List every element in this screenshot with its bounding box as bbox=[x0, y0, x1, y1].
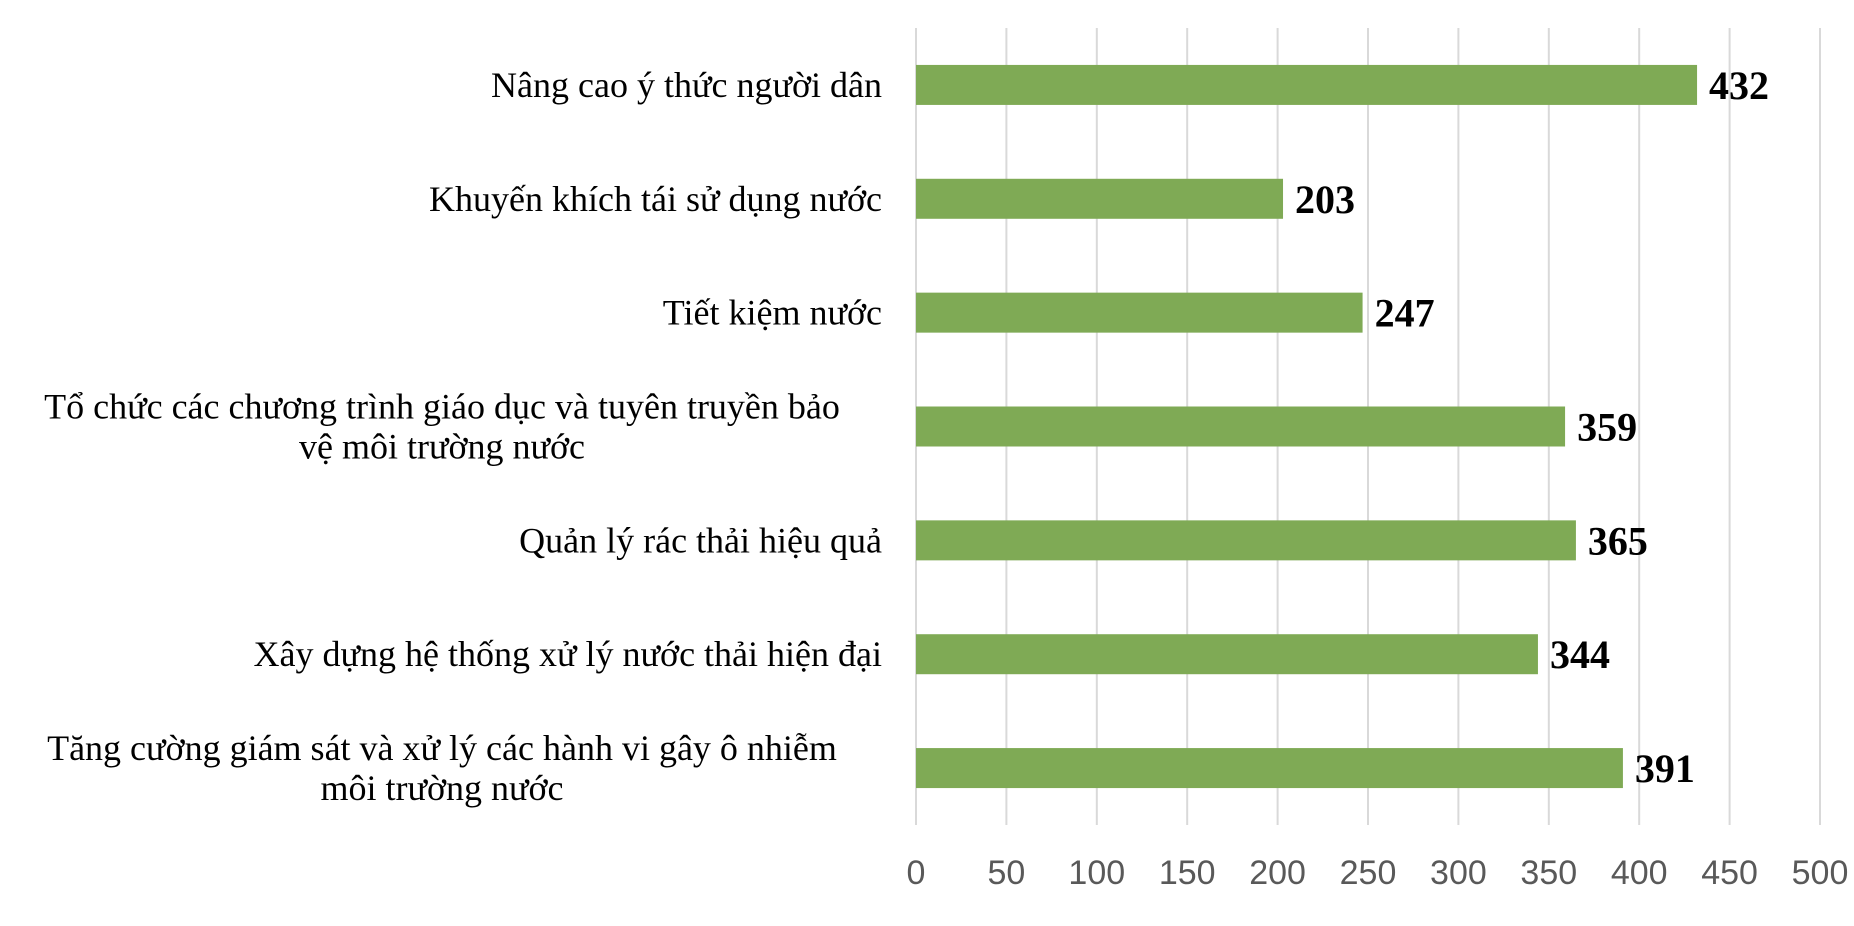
category-label: Khuyến khích tái sử dụng nước bbox=[429, 179, 882, 219]
x-tick-label: 100 bbox=[1068, 854, 1125, 892]
data-label: 344 bbox=[1550, 632, 1610, 677]
bar bbox=[916, 634, 1538, 675]
data-label: 432 bbox=[1709, 63, 1769, 108]
category-label: Xây dựng hệ thống xử lý nước thải hiện đ… bbox=[254, 634, 882, 674]
category-label: Tổ chức các chương trình giáo dục và tuy… bbox=[44, 387, 840, 467]
x-tick-label: 250 bbox=[1340, 854, 1397, 892]
x-tick-label: 450 bbox=[1701, 854, 1758, 892]
category-label-line: Tăng cường giám sát và xử lý các hành vi… bbox=[47, 728, 837, 768]
bar bbox=[916, 520, 1576, 561]
bar bbox=[916, 406, 1566, 447]
data-label: 247 bbox=[1375, 291, 1435, 336]
x-axis-tick-labels: 0 50 100 150 200 250 300 350 400 450 500 bbox=[907, 854, 1849, 892]
x-tick-label: 50 bbox=[987, 854, 1025, 892]
category-label: Tăng cường giám sát và xử lý các hành vi… bbox=[47, 728, 837, 808]
category-label: Quản lý rác thải hiệu quả bbox=[519, 520, 882, 560]
category-label-line: vệ môi trường nước bbox=[299, 427, 585, 467]
x-tick-label: 200 bbox=[1249, 854, 1306, 892]
data-label: 391 bbox=[1635, 746, 1695, 791]
bar bbox=[916, 64, 1698, 105]
x-tick-label: 150 bbox=[1159, 854, 1216, 892]
category-label-line: Quản lý rác thải hiệu quả bbox=[519, 520, 882, 560]
data-label: 359 bbox=[1577, 405, 1637, 450]
x-tick-label: 300 bbox=[1430, 854, 1487, 892]
category-label-line: Nâng cao ý thức người dân bbox=[491, 65, 882, 105]
category-label-line: Tiết kiệm nước bbox=[663, 293, 882, 333]
data-labels: 432 203 247 359 365 344 391 bbox=[1295, 63, 1769, 791]
category-label-line: môi trường nước bbox=[320, 768, 563, 808]
data-label: 203 bbox=[1295, 177, 1355, 222]
category-labels: Nâng cao ý thức người dân Khuyến khích tá… bbox=[44, 65, 882, 808]
bar bbox=[916, 292, 1363, 333]
category-label-line: Xây dựng hệ thống xử lý nước thải hiện đ… bbox=[254, 634, 882, 674]
x-tick-label: 0 bbox=[907, 854, 926, 892]
x-tick-label: 350 bbox=[1520, 854, 1577, 892]
category-label: Nâng cao ý thức người dân bbox=[491, 65, 882, 105]
x-tick-label: 400 bbox=[1611, 854, 1668, 892]
bar bbox=[916, 748, 1623, 789]
category-label: Tiết kiệm nước bbox=[663, 293, 882, 333]
category-label-line: Tổ chức các chương trình giáo dục và tuy… bbox=[44, 387, 840, 427]
data-label: 365 bbox=[1588, 518, 1648, 563]
category-label-line: Khuyến khích tái sử dụng nước bbox=[429, 179, 882, 219]
bar bbox=[916, 178, 1284, 219]
x-tick-label: 500 bbox=[1792, 854, 1849, 892]
bars bbox=[916, 64, 1698, 789]
